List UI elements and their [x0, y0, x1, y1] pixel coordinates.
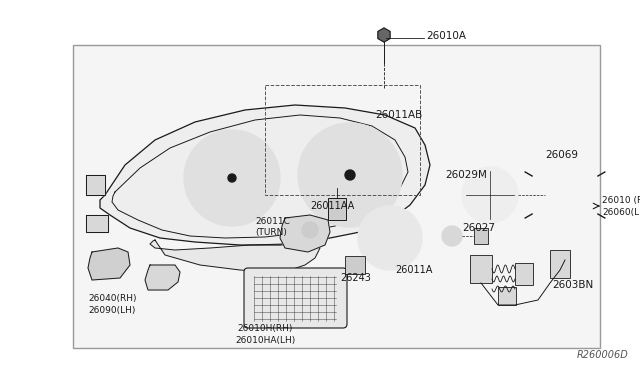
Polygon shape — [280, 215, 330, 252]
Circle shape — [302, 222, 318, 238]
Bar — [328, 198, 346, 220]
Bar — [515, 263, 533, 285]
Polygon shape — [86, 215, 108, 232]
Circle shape — [442, 226, 462, 246]
Text: R260006D: R260006D — [576, 350, 628, 360]
Circle shape — [345, 170, 355, 180]
Circle shape — [298, 123, 402, 227]
FancyBboxPatch shape — [244, 268, 347, 328]
Text: 26090(LH): 26090(LH) — [88, 305, 136, 314]
Text: (TURN): (TURN) — [255, 228, 287, 237]
Bar — [474, 228, 488, 244]
Bar — [345, 256, 365, 274]
Text: 26011C: 26011C — [255, 218, 290, 227]
Text: 26027: 26027 — [462, 223, 495, 233]
Polygon shape — [88, 248, 130, 280]
Polygon shape — [86, 175, 105, 195]
Text: 26011AA: 26011AA — [310, 201, 355, 211]
Circle shape — [184, 130, 280, 226]
Text: 26011AB: 26011AB — [375, 110, 422, 120]
Text: 26069: 26069 — [545, 150, 578, 160]
Circle shape — [358, 206, 422, 270]
Polygon shape — [100, 105, 430, 245]
Bar — [470, 255, 492, 283]
Bar — [265, 85, 420, 195]
Polygon shape — [145, 265, 180, 290]
Circle shape — [228, 174, 236, 182]
Text: 26011A: 26011A — [395, 265, 433, 275]
Bar — [498, 287, 516, 305]
Text: 26040(RH): 26040(RH) — [88, 294, 136, 302]
Text: 26010 (RH): 26010 (RH) — [602, 196, 640, 205]
Polygon shape — [150, 240, 320, 272]
Text: 26243: 26243 — [340, 273, 371, 283]
Bar — [550, 250, 570, 278]
Text: 2603BN: 2603BN — [552, 280, 593, 290]
Circle shape — [462, 167, 518, 223]
Text: 26060(LH): 26060(LH) — [602, 208, 640, 217]
Text: 26010A: 26010A — [426, 31, 466, 41]
Text: 26010HA(LH): 26010HA(LH) — [235, 336, 295, 344]
Bar — [73, 45, 600, 348]
Text: 26029M: 26029M — [445, 170, 487, 180]
Text: 26010H(RH): 26010H(RH) — [237, 324, 292, 333]
